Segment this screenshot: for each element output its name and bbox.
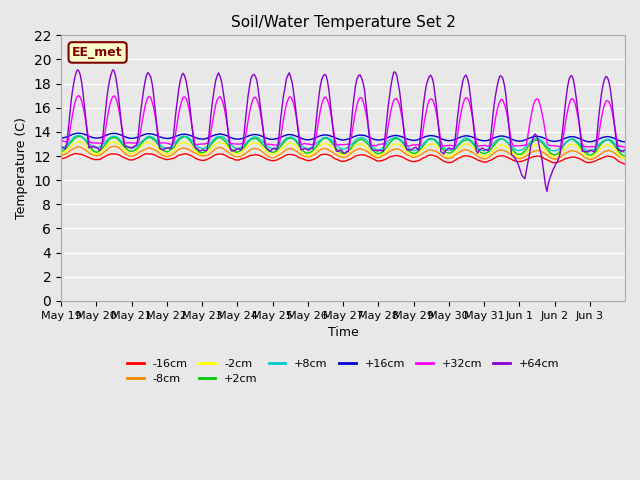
Y-axis label: Temperature (C): Temperature (C) [15, 117, 28, 219]
X-axis label: Time: Time [328, 326, 358, 339]
Title: Soil/Water Temperature Set 2: Soil/Water Temperature Set 2 [230, 15, 456, 30]
Text: EE_met: EE_met [72, 46, 123, 59]
Legend: -16cm, -8cm, -2cm, +2cm, +8cm, +16cm, +32cm, +64cm: -16cm, -8cm, -2cm, +2cm, +8cm, +16cm, +3… [122, 354, 564, 389]
